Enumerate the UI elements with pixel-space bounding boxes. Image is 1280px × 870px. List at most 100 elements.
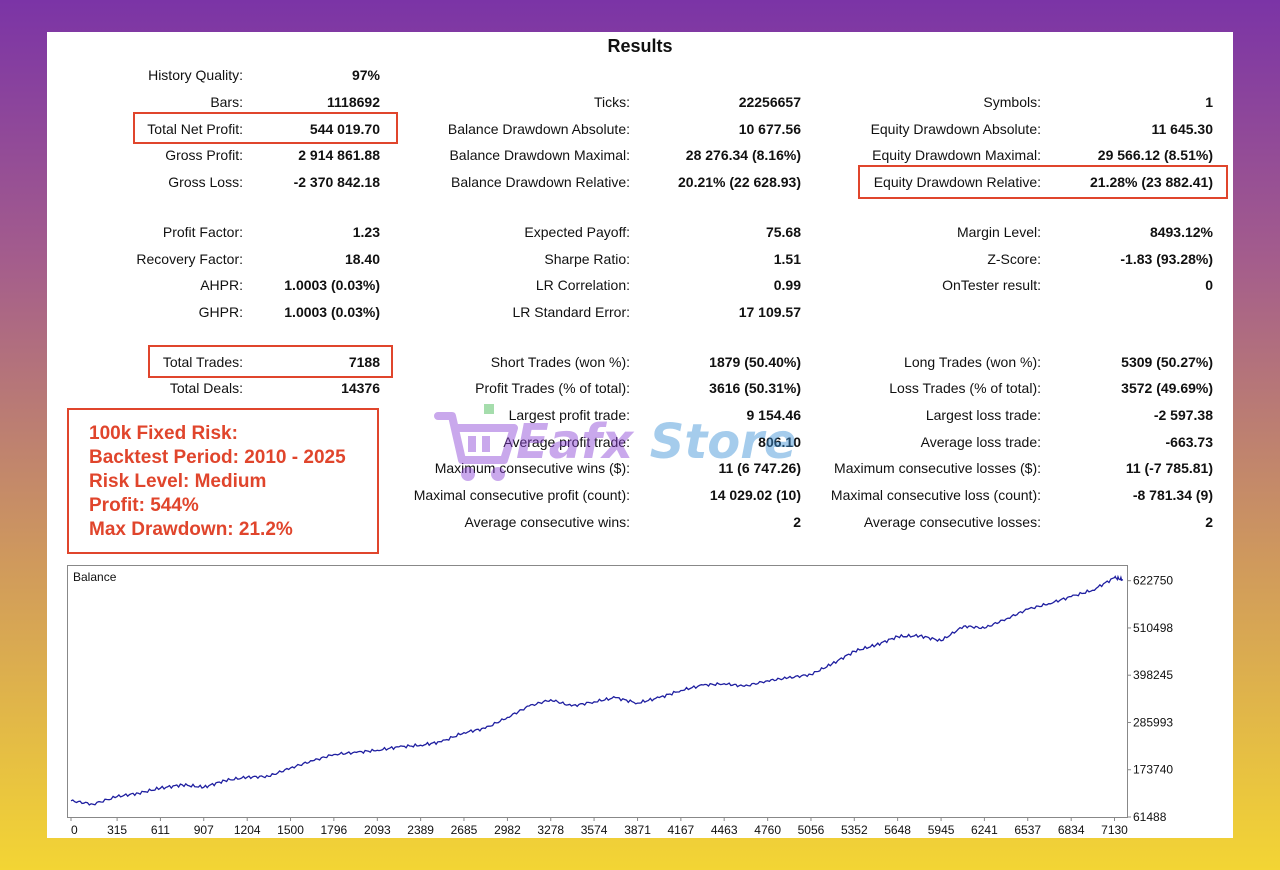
profit-factor-label: Profit Factor: [162,224,243,240]
y-tick-label: 398245 [1133,668,1173,682]
max-consecutive-wins-value: 11 (6 747.26) [718,460,801,476]
margin-level-label: Margin Level: [956,224,1041,240]
symbols-value: 1 [1205,94,1213,110]
total-trades-label: Total Trades: [162,354,243,370]
max-consecutive-losses-value: 11 (-7 785.81) [1125,460,1213,476]
short-trades-label: Short Trades (won %): [490,354,630,370]
z-score-value: -1.83 (93.28%) [1120,251,1213,267]
note-line-risk-level: Risk Level: Medium [89,471,267,492]
long-trades-label: Long Trades (won %): [904,354,1041,370]
x-tick-label: 315 [107,823,127,837]
ontester-result-value: 0 [1205,277,1213,293]
ahpr-label: AHPR: [200,277,243,293]
expected-payoff-label: Expected Payoff: [524,224,630,240]
balance-drawdown-relative-value: 20.21% (22 628.93) [678,174,801,190]
profit-trades-value: 3616 (50.31%) [709,380,801,396]
recovery-factor-label: Recovery Factor: [136,251,243,267]
total-deals-label: Total Deals: [169,380,243,396]
max-consecutive-wins-label: Maximum consecutive wins ($): [434,460,630,476]
note-line-drawdown: Max Drawdown: 21.2% [89,519,293,540]
balance-drawdown-absolute-value: 10 677.56 [738,121,801,137]
balance-drawdown-maximal-value: 28 276.34 (8.16%) [685,147,801,163]
history-quality-value: 97% [351,67,380,83]
ghpr-value: 1.0003 (0.03%) [284,304,380,320]
largest-loss-trade-label: Largest loss trade: [925,407,1041,423]
x-tick-label: 2982 [494,823,521,837]
balance-chart: Balance 622750 510498 398245 285993 173740 61… [67,565,1175,838]
balance-series-line [70,574,1124,806]
short-trades-value: 1879 (50.40%) [709,354,801,370]
balance-drawdown-relative-label: Balance Drawdown Relative: [451,174,630,190]
history-quality-label: History Quality: [148,67,243,83]
average-consecutive-losses-label: Average consecutive losses: [863,514,1041,530]
average-consecutive-losses-value: 2 [1205,514,1213,530]
equity-drawdown-absolute-value: 11 645.30 [1151,121,1213,137]
total-net-profit-value: 544 019.70 [309,121,380,137]
x-tick-label: 4167 [668,823,695,837]
y-tick-label: 173740 [1133,763,1173,777]
average-loss-trade-value: -663.73 [1165,434,1213,450]
chart-title: Balance [73,570,117,584]
loss-trades-label: Loss Trades (% of total): [889,380,1041,396]
x-tick-label: 6834 [1058,823,1085,837]
long-trades-value: 5309 (50.27%) [1121,354,1213,370]
lr-standard-error-value: 17 109.57 [738,304,801,320]
y-tick-label: 510498 [1133,621,1173,635]
ticks-label: Ticks: [593,94,630,110]
z-score-label: Z-Score: [987,251,1041,267]
balance-drawdown-maximal-label: Balance Drawdown Maximal: [449,147,630,163]
sharpe-ratio-value: 1.51 [773,251,801,267]
x-tick-label: 5352 [841,823,868,837]
ghpr-label: GHPR: [198,304,243,320]
largest-profit-trade-value: 9 154.46 [746,407,802,423]
bars-value: 1118692 [327,94,380,110]
average-consecutive-wins-label: Average consecutive wins: [464,514,631,530]
x-tick-label: 6241 [971,823,998,837]
note-line-period: Backtest Period: 2010 - 2025 [89,447,346,468]
lr-correlation-label: LR Correlation: [535,277,630,293]
profit-factor-value: 1.23 [352,224,380,240]
y-tick-label: 61488 [1133,810,1167,824]
profit-trades-label: Profit Trades (% of total): [475,380,630,396]
gross-loss-label: Gross Loss: [168,174,243,190]
x-tick-label: 611 [151,823,170,837]
maximal-consecutive-loss-value: -8 781.34 (9) [1132,487,1213,503]
equity-drawdown-relative-label: Equity Drawdown Relative: [873,174,1041,190]
loss-trades-value: 3572 (49.69%) [1121,380,1213,396]
y-tick-label: 285993 [1133,715,1173,729]
highlight-total-net-profit [133,112,398,144]
lr-correlation-value: 0.99 [773,277,801,293]
highlight-equity-drawdown-relative [858,165,1228,199]
x-tick-label: 2093 [364,823,391,837]
backtest-summary-note: 100k Fixed Risk: Backtest Period: 2010 -… [67,408,379,554]
average-loss-trade-label: Average loss trade: [920,434,1041,450]
recovery-factor-value: 18.40 [344,251,380,267]
max-consecutive-losses-label: Maximum consecutive losses ($): [834,460,1041,476]
maximal-consecutive-loss-label: Maximal consecutive loss (count): [830,487,1041,503]
largest-loss-trade-value: -2 597.38 [1153,407,1213,423]
equity-drawdown-maximal-value: 29 566.12 (8.51%) [1097,147,1213,163]
results-title: Results [607,36,673,56]
gross-profit-label: Gross Profit: [165,147,243,163]
x-tick-label: 1796 [321,823,348,837]
largest-profit-trade-label: Largest profit trade: [508,407,630,423]
x-tick-label: 1204 [234,823,261,837]
maximal-consecutive-profit-value: 14 029.02 (10) [709,487,801,503]
ontester-result-label: OnTester result: [942,277,1041,293]
lr-standard-error-label: LR Standard Error: [512,304,631,320]
gross-loss-value: -2 370 842.18 [293,174,380,190]
symbols-label: Symbols: [983,94,1041,110]
equity-drawdown-absolute-label: Equity Drawdown Absolute: [870,121,1041,137]
total-deals-value: 14376 [341,380,380,396]
x-tick-label: 2685 [451,823,478,837]
x-tick-label: 3574 [581,823,608,837]
x-tick-label: 2389 [407,823,434,837]
x-tick-label: 907 [194,823,214,837]
x-tick-label: 0 [71,823,78,837]
equity-drawdown-relative-value: 21.28% (23 882.41) [1090,174,1213,190]
chart-frame [67,565,1128,818]
x-tick-label: 5648 [884,823,911,837]
total-trades-value: 7188 [348,354,380,370]
balance-drawdown-absolute-label: Balance Drawdown Absolute: [447,121,630,137]
margin-level-value: 8493.12% [1149,224,1213,240]
